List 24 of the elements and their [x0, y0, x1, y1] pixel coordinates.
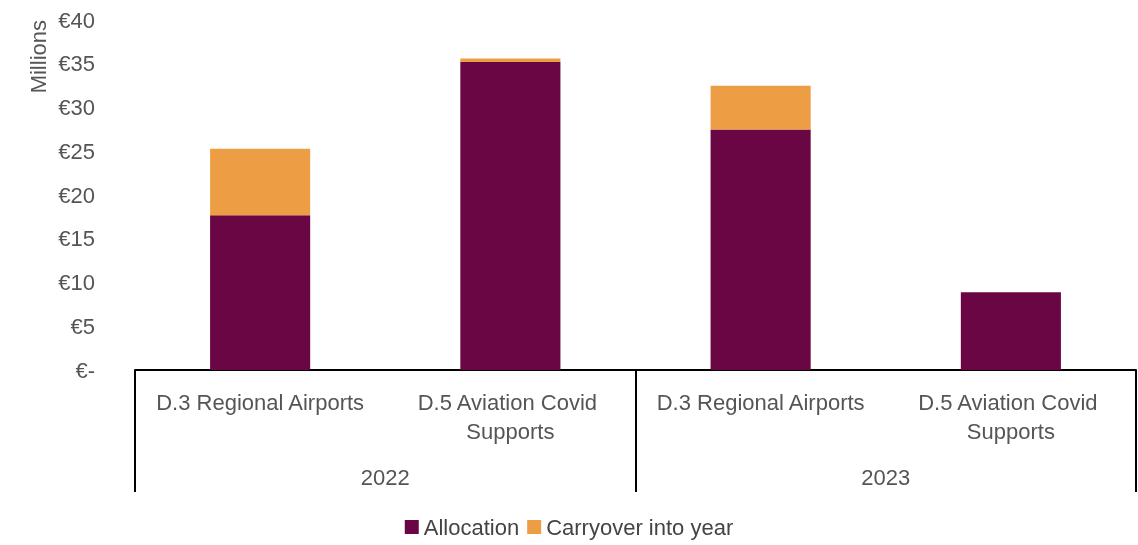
x-tick-label: D.5 Aviation Covid Supports [918, 390, 1104, 444]
y-tick-label: €30 [58, 95, 95, 120]
bar [210, 215, 311, 370]
x-tick-label: D.3 Regional Airports [656, 390, 865, 415]
y-tick-label: €35 [58, 51, 95, 77]
y-axis-title: Millions [25, 20, 51, 94]
text: 2022 [360, 464, 410, 490]
y-tick-label: €25 [58, 138, 95, 164]
text: 2023 [861, 464, 911, 490]
bar [710, 129, 811, 370]
bar [710, 85, 811, 130]
y-tick-label: €20 [58, 182, 95, 208]
legend-label: Carryover into year [546, 514, 734, 540]
x-tick-label: D.5 Aviation Covid Supports [417, 390, 604, 444]
y-tick-label: €10 [58, 270, 95, 295]
legend-label: Allocation [423, 514, 520, 540]
bar [210, 148, 311, 216]
bar [460, 62, 561, 370]
y-tick-label: €- [75, 357, 95, 383]
y-tick-label: €40 [58, 7, 95, 33]
bar [960, 292, 1061, 370]
x-tick-label: D.3 Regional Airports [156, 390, 365, 415]
y-tick-label: €5 [70, 313, 95, 339]
y-tick-label: €15 [58, 226, 95, 252]
